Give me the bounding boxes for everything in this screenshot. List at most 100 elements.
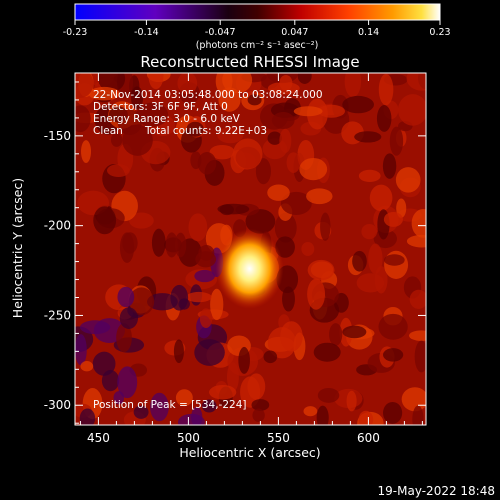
heatmap-blob bbox=[358, 169, 381, 182]
heatmap-cells bbox=[75, 73, 426, 425]
heatmap-blob bbox=[133, 405, 149, 419]
heatmap-blob bbox=[329, 323, 343, 346]
heatmap-blob bbox=[307, 278, 326, 310]
heatmap-blob bbox=[188, 213, 208, 242]
heatmap-blob bbox=[75, 73, 94, 98]
heatmap-blob bbox=[247, 373, 266, 400]
y-tick-label: -150 bbox=[44, 129, 71, 143]
heatmap-blob bbox=[303, 406, 318, 417]
heatmap-blob bbox=[122, 124, 153, 156]
annotation-method: Clean bbox=[93, 125, 123, 137]
heatmap-blob bbox=[263, 350, 278, 364]
colorbar-tick-label: -0.047 bbox=[205, 27, 236, 38]
heatmap-blob bbox=[238, 346, 250, 374]
heatmap-blob bbox=[396, 198, 407, 218]
heatmap-blob bbox=[75, 334, 87, 366]
heatmap-blob bbox=[209, 385, 237, 400]
heatmap-blob bbox=[297, 73, 312, 84]
heatmap-blob bbox=[150, 392, 169, 422]
colorbar-tick-label: 0.14 bbox=[358, 27, 379, 38]
heatmap-blob bbox=[267, 184, 290, 201]
heatmap-blob bbox=[317, 104, 345, 118]
x-axis-label: Heliocentric X (arcsec) bbox=[179, 445, 320, 460]
heatmap-blob bbox=[342, 95, 374, 114]
heatmap-blob bbox=[194, 339, 225, 366]
heatmap-blob bbox=[280, 191, 312, 216]
heatmap-blob bbox=[271, 111, 295, 129]
heatmap-blob bbox=[117, 366, 138, 399]
heatmap-blob bbox=[389, 126, 404, 156]
heatmap-blob bbox=[136, 102, 169, 127]
heatmap-blob bbox=[383, 401, 403, 424]
heatmap-blob bbox=[306, 188, 333, 205]
heatmap-blob bbox=[414, 340, 426, 373]
heatmap-blob bbox=[165, 232, 178, 258]
x-tick-label: 600 bbox=[357, 431, 380, 445]
heatmap-blob bbox=[280, 321, 303, 352]
heatmap-blob bbox=[378, 313, 408, 340]
heatmap-blob bbox=[177, 73, 198, 95]
heatmap-blob bbox=[247, 94, 262, 106]
heatmap-blob bbox=[301, 241, 315, 256]
heatmap-blob bbox=[384, 254, 405, 266]
heatmap-blob bbox=[412, 405, 424, 425]
heatmap-blob bbox=[235, 146, 261, 169]
y-axis-label: Heliocentric Y (arcsec) bbox=[10, 178, 25, 318]
heatmap-blob bbox=[320, 212, 331, 241]
heatmap-blob bbox=[128, 287, 155, 316]
heatmap-blob bbox=[356, 273, 385, 293]
heatmap-blob bbox=[279, 74, 293, 91]
heatmap-blob bbox=[382, 348, 404, 362]
heatmap-blob bbox=[406, 73, 426, 91]
heatmap-blob bbox=[369, 184, 393, 212]
heatmap-blob bbox=[117, 286, 135, 308]
colorbar-tick-label: -0.14 bbox=[134, 27, 159, 38]
heatmap-blob bbox=[201, 399, 217, 413]
heatmap-blob bbox=[178, 298, 190, 310]
heatmap-blob bbox=[267, 131, 282, 145]
heatmap-blob bbox=[175, 389, 193, 407]
heatmap-blob bbox=[81, 140, 92, 163]
heatmap-blob bbox=[382, 153, 397, 179]
y-tick-label: -250 bbox=[44, 308, 71, 322]
y-tick-label: -200 bbox=[44, 219, 71, 233]
x-tick-label: 500 bbox=[177, 431, 200, 445]
heatmap-blob bbox=[307, 259, 335, 281]
heatmap-blob bbox=[361, 224, 378, 240]
heatmap-blob bbox=[197, 152, 217, 175]
heatmap-blob bbox=[116, 323, 132, 353]
colorbar-tick-label: 0.23 bbox=[429, 27, 450, 38]
heatmap-blob bbox=[255, 158, 271, 185]
heatmap-blob bbox=[409, 289, 426, 309]
heatmap-blob bbox=[274, 212, 297, 243]
heatmap-blob bbox=[286, 152, 301, 173]
heatmap-blob bbox=[401, 387, 426, 412]
heatmap-blob bbox=[368, 243, 383, 275]
plot-frame bbox=[74, 72, 427, 426]
heatmap-blob bbox=[199, 308, 213, 328]
heatmap-blob bbox=[88, 86, 120, 101]
peak-source bbox=[215, 228, 284, 309]
heatmap-blob bbox=[346, 390, 357, 412]
heatmap-blob bbox=[317, 387, 340, 403]
heatmap-blob bbox=[209, 144, 235, 160]
heatmap-blob bbox=[376, 105, 392, 132]
axis-ticks: 450 500 550 600 -150 -200 -250 -300 bbox=[44, 73, 426, 445]
heatmap-blob bbox=[313, 342, 341, 362]
heatmap-blob bbox=[344, 73, 362, 98]
heatmap-blob bbox=[245, 209, 276, 234]
heatmap-blob bbox=[342, 325, 367, 339]
x-tick-label: 450 bbox=[87, 431, 110, 445]
heatmap-blob bbox=[358, 410, 374, 425]
heatmap-blob bbox=[217, 127, 244, 144]
heatmap-blob bbox=[101, 369, 120, 392]
colorbar: -0.23 -0.14 -0.047 0.047 0.14 0.23 (photons c… bbox=[63, 3, 451, 51]
heatmap-blob bbox=[409, 330, 426, 341]
heatmap-blob bbox=[128, 212, 154, 229]
annotation-total-counts: Total counts: 9.22E+03 bbox=[144, 125, 267, 137]
heatmap-blob bbox=[210, 288, 224, 321]
heatmap-blob bbox=[194, 269, 215, 283]
heatmap-blob bbox=[282, 286, 295, 312]
heatmap-blob bbox=[173, 339, 184, 364]
heatmap-blob bbox=[293, 106, 323, 117]
